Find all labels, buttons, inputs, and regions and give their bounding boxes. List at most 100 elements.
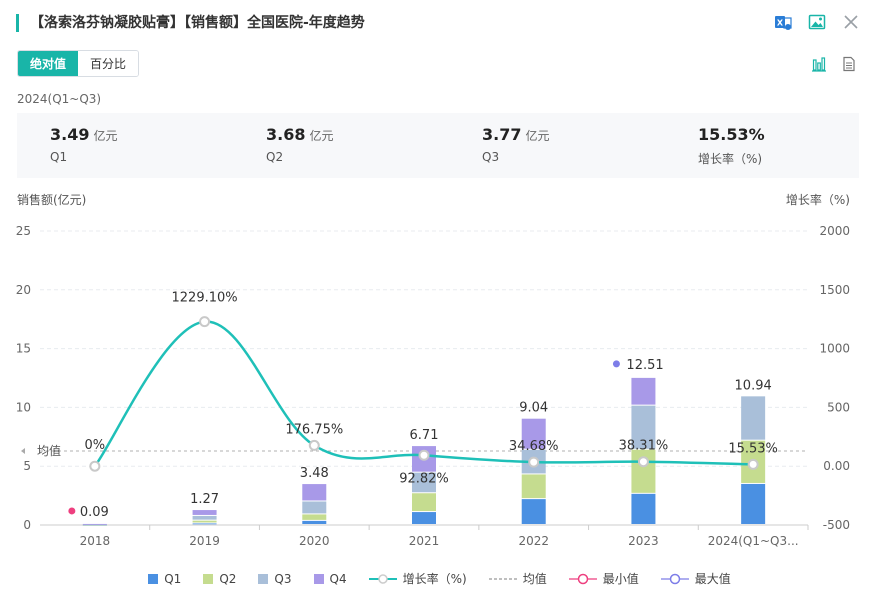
y-tick-label: 25 xyxy=(16,224,31,238)
legend-growth[interactable]: 增长率（%) xyxy=(368,570,467,587)
legend-line-icon xyxy=(368,573,397,584)
total-label: 3.48 xyxy=(300,466,329,481)
stat-label: 增长率（%) xyxy=(698,152,763,166)
growth-point xyxy=(637,456,649,468)
total-label: 1.27 xyxy=(190,492,219,507)
legend-q2[interactable]: Q2 xyxy=(203,570,236,587)
bar-segment-q4 xyxy=(302,484,327,501)
x-tick-label: 2022 xyxy=(518,534,549,548)
bar-segment-q3 xyxy=(192,515,217,520)
growth-point xyxy=(199,316,211,328)
bar-segment-q2 xyxy=(82,524,107,526)
bar-segment-q1 xyxy=(192,523,217,525)
legend-q3[interactable]: Q3 xyxy=(258,570,292,587)
bar-segment-q1 xyxy=(631,493,656,524)
bar-segment-q3 xyxy=(412,472,436,493)
growth-label: 1229.10% xyxy=(172,291,238,306)
bar-segment-q2 xyxy=(631,449,656,493)
y2-tick-label: -500 xyxy=(823,518,850,532)
stat-value: 3.49 xyxy=(50,125,90,144)
total-label: 9.04 xyxy=(519,401,548,416)
bar-segment-q3 xyxy=(521,449,546,474)
growth-line xyxy=(93,320,754,467)
bar-segment-q3 xyxy=(741,396,766,440)
stat-label: Q3 xyxy=(482,150,500,164)
y2-axis-title: 增长率（%) xyxy=(785,193,850,207)
stat-q1: 3.49 亿元 Q1 xyxy=(50,125,118,164)
bar-segment-q1 xyxy=(412,512,436,524)
bar-segment-q2 xyxy=(741,440,766,483)
bar-segment-q3 xyxy=(302,501,327,514)
stat-unit: 亿元 xyxy=(93,129,118,143)
legend-label: 最大值 xyxy=(694,572,731,586)
stat-value: 3.77 xyxy=(482,125,522,144)
growth-label: 34.68% xyxy=(509,439,559,454)
legend-label: Q1 xyxy=(164,571,182,586)
bar-segment-q2 xyxy=(192,520,217,523)
y-tick-label: 0 xyxy=(23,518,31,532)
image-export-icon[interactable] xyxy=(807,12,827,32)
legend-label: Q2 xyxy=(219,571,237,586)
bar-chart-icon[interactable] xyxy=(809,54,829,74)
bar-segment-q2 xyxy=(302,514,327,520)
y2-tick-label: 0.00 xyxy=(823,459,850,473)
legend-label: 均值 xyxy=(522,572,547,586)
legend-q4[interactable]: Q4 xyxy=(313,570,347,587)
bar-segment-q1 xyxy=(521,499,546,524)
view-switch xyxy=(809,54,859,74)
legend-ring-icon xyxy=(568,573,597,584)
legend-swatch xyxy=(203,573,214,584)
excel-export-icon[interactable]: X xyxy=(773,12,793,32)
bar-segment-q2 xyxy=(412,493,436,512)
growth-label: 0% xyxy=(85,438,106,453)
max-value-label: 12.51 xyxy=(626,358,663,373)
growth-point xyxy=(89,460,101,472)
total-label: 6.71 xyxy=(410,428,439,443)
stat-unit: 亿元 xyxy=(525,129,550,143)
growth-point xyxy=(747,458,759,470)
bar-segment-q1 xyxy=(741,483,766,524)
y-tick-label: 10 xyxy=(16,400,31,414)
x-tick-label: 2021 xyxy=(409,534,440,548)
summary-stats: 3.49 亿元 Q1 3.68 亿元 Q2 3.77 亿元 Q3 15.53% 增长率… xyxy=(17,113,859,178)
chart-legend: Q1 Q2 Q3 Q4 增长率（%) 均值 最小值 最大值 xyxy=(0,570,879,587)
legend-min[interactable]: 最小值 xyxy=(568,570,639,587)
legend-max[interactable]: 最大值 xyxy=(660,570,731,587)
max-marker xyxy=(612,360,620,368)
growth-label: 15.53% xyxy=(728,441,778,456)
y2-tick-label: 1000 xyxy=(819,342,850,356)
growth-label: 92.82% xyxy=(399,471,449,486)
table-view-icon[interactable] xyxy=(839,54,859,74)
svg-text:X: X xyxy=(777,19,784,28)
x-tick-label: 2019 xyxy=(189,534,220,548)
y-tick-label: 15 xyxy=(16,342,31,356)
bar-segment-q3 xyxy=(82,524,107,526)
total-label: 10.94 xyxy=(735,378,772,393)
percent-tab[interactable]: 百分比 xyxy=(78,51,139,76)
stat-growth: 15.53% 增长率（%) xyxy=(698,125,765,167)
legend-average[interactable]: 均值 xyxy=(488,570,547,587)
legend-label: 增长率（%) xyxy=(402,572,467,586)
x-tick-label: 2023 xyxy=(628,534,659,548)
legend-label: Q3 xyxy=(274,571,292,586)
period-label: 2024(Q1~Q3) xyxy=(17,92,102,106)
close-icon[interactable] xyxy=(841,12,861,32)
stat-q2: 3.68 亿元 Q2 xyxy=(266,125,334,164)
x-tick-label: 2024(Q1~Q3... xyxy=(708,534,799,548)
absolute-value-tab[interactable]: 绝对值 xyxy=(18,51,79,76)
average-label: 均值 xyxy=(37,443,61,458)
y2-tick-label: 1500 xyxy=(819,283,850,297)
stat-label: Q1 xyxy=(50,150,68,164)
stat-q3: 3.77 亿元 Q3 xyxy=(482,125,550,164)
legend-q1[interactable]: Q1 xyxy=(148,570,181,587)
min-value-label: 0.09 xyxy=(80,505,109,520)
growth-point xyxy=(308,439,320,451)
y-tick-label: 20 xyxy=(16,283,31,297)
legend-swatch xyxy=(258,573,269,584)
average-marker xyxy=(21,448,25,455)
growth-point xyxy=(528,456,540,468)
legend-swatch xyxy=(313,573,324,584)
bar-segment-q4 xyxy=(631,377,656,405)
chart-title: 【洛索洛芬钠凝胶贴膏】【销售额】全国医院-年度趋势 xyxy=(30,15,365,31)
